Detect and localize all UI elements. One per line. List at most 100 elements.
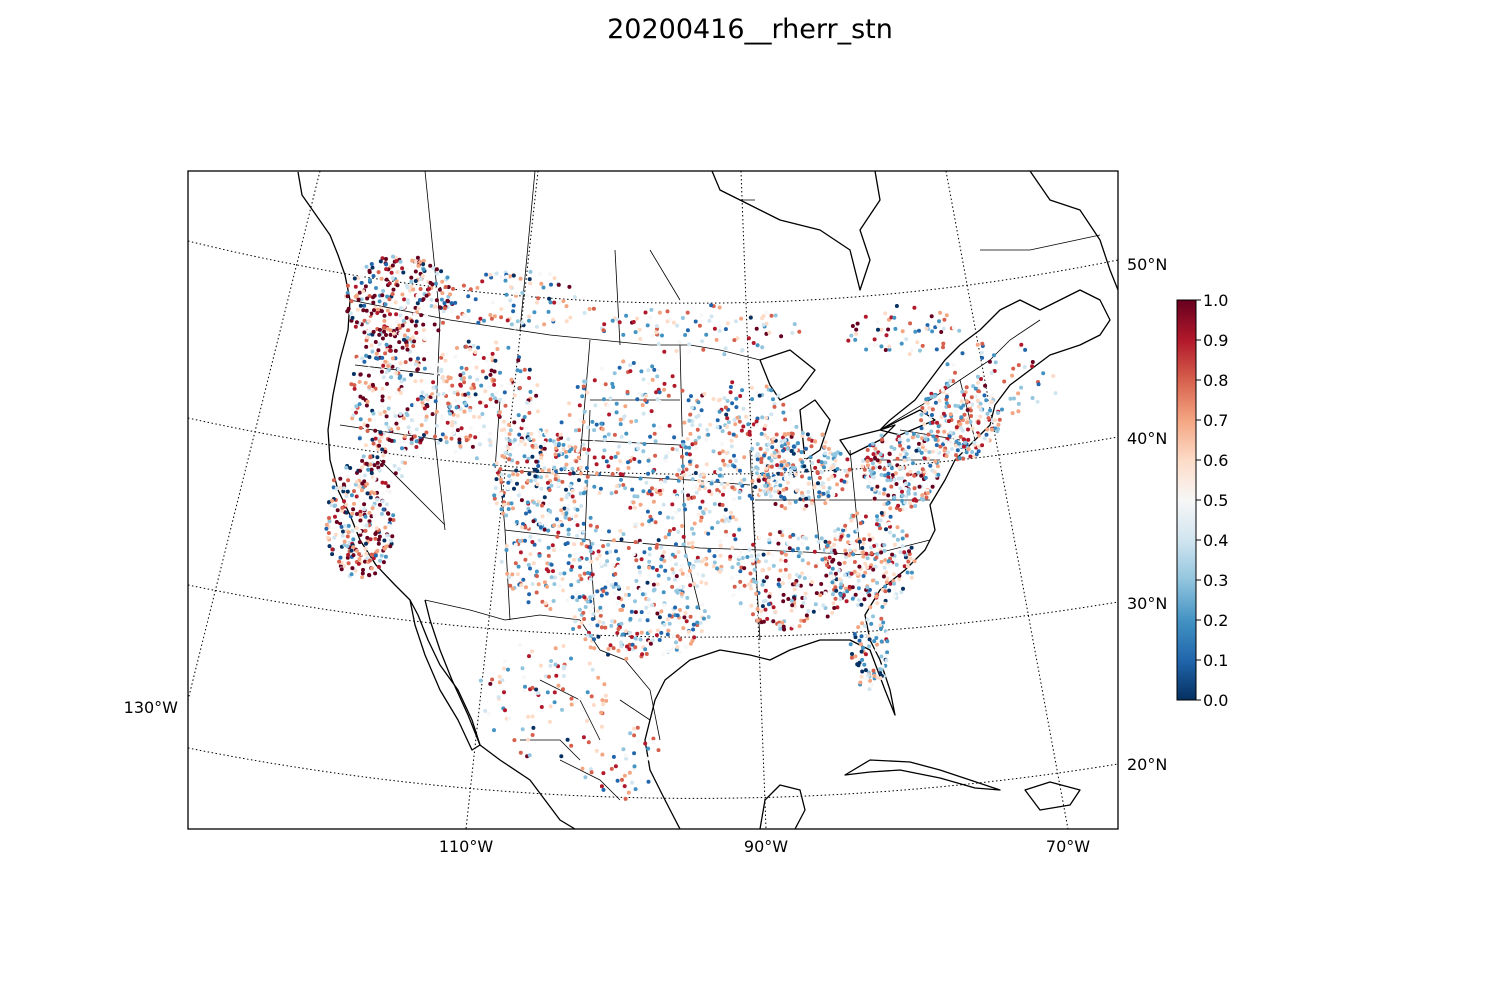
station-point: [766, 478, 771, 483]
station-point: [528, 269, 533, 274]
station-point: [823, 440, 828, 445]
station-point: [394, 371, 399, 376]
station-point: [363, 443, 368, 448]
station-point: [964, 450, 969, 455]
station-point: [591, 612, 596, 616]
station-point: [402, 377, 407, 382]
station-point: [361, 266, 366, 271]
station-point: [797, 329, 802, 334]
station-point: [595, 524, 600, 529]
station-point: [701, 573, 706, 578]
station-point: [455, 315, 460, 320]
station-point: [874, 647, 879, 652]
station-point: [358, 474, 363, 479]
station-point: [377, 389, 382, 394]
station-point: [372, 491, 377, 496]
station-point: [662, 603, 667, 608]
station-point: [509, 285, 514, 290]
station-point: [670, 515, 675, 520]
station-point: [882, 548, 887, 553]
station-point: [570, 466, 575, 471]
station-point: [372, 513, 377, 518]
station-point: [357, 484, 362, 489]
station-point: [549, 282, 553, 287]
station-point: [400, 292, 405, 297]
station-point: [887, 347, 892, 352]
station-point: [646, 458, 651, 463]
station-point: [823, 560, 828, 564]
station-point: [868, 545, 873, 550]
station-point: [409, 440, 414, 445]
station-point: [642, 550, 647, 555]
station-point: [422, 406, 427, 411]
station-point: [459, 426, 464, 431]
station-point: [754, 419, 759, 424]
station-point: [665, 617, 670, 622]
station-point: [803, 591, 808, 596]
station-point: [771, 397, 775, 402]
station-point: [534, 393, 539, 398]
station-point: [879, 344, 884, 349]
station-point: [930, 407, 935, 412]
station-point: [920, 406, 925, 410]
station-point: [627, 440, 632, 445]
station-point: [330, 498, 335, 503]
station-point: [781, 487, 786, 492]
station-point: [894, 562, 899, 567]
station-point: [982, 436, 987, 441]
station-point: [694, 464, 699, 469]
station-point: [400, 323, 405, 328]
station-point: [634, 419, 639, 423]
station-point: [773, 609, 778, 614]
station-point: [601, 328, 606, 333]
station-point: [647, 546, 652, 551]
station-point: [731, 432, 736, 437]
station-point: [400, 266, 405, 271]
station-point: [350, 566, 355, 571]
station-point: [518, 550, 523, 555]
station-point: [547, 509, 552, 513]
station-point: [665, 309, 670, 314]
station-point: [510, 572, 515, 577]
station-point: [875, 675, 880, 680]
station-point: [911, 461, 915, 466]
station-point: [654, 633, 659, 638]
station-point: [969, 414, 974, 418]
station-point: [1010, 411, 1015, 416]
station-point: [886, 521, 891, 526]
station-point: [362, 359, 367, 364]
station-point: [518, 750, 523, 755]
station-point: [984, 432, 989, 437]
station-point: [792, 587, 797, 592]
station-point: [779, 550, 784, 555]
station-point: [380, 480, 385, 485]
station-point: [724, 529, 728, 534]
station-point: [554, 446, 558, 451]
station-point: [391, 287, 396, 292]
station-point: [882, 487, 887, 492]
station-point: [359, 488, 364, 493]
station-point: [617, 365, 622, 370]
station-point: [631, 361, 636, 365]
station-point: [488, 313, 493, 317]
station-point: [675, 634, 680, 639]
station-point: [759, 460, 764, 465]
station-point: [355, 479, 359, 484]
station-point: [406, 328, 411, 333]
station-point: [450, 423, 455, 428]
station-point: [667, 613, 672, 618]
station-point: [730, 485, 735, 490]
station-point: [842, 573, 847, 577]
station-point: [355, 548, 359, 553]
station-point: [880, 437, 885, 442]
station-point: [766, 602, 771, 607]
station-point: [717, 473, 722, 478]
station-point: [679, 563, 684, 568]
station-point: [410, 258, 415, 263]
station-point: [872, 475, 876, 480]
station-point: [885, 501, 890, 506]
station-point: [577, 478, 581, 483]
station-point: [905, 472, 910, 477]
station-point: [855, 662, 860, 667]
station-point: [349, 572, 354, 577]
